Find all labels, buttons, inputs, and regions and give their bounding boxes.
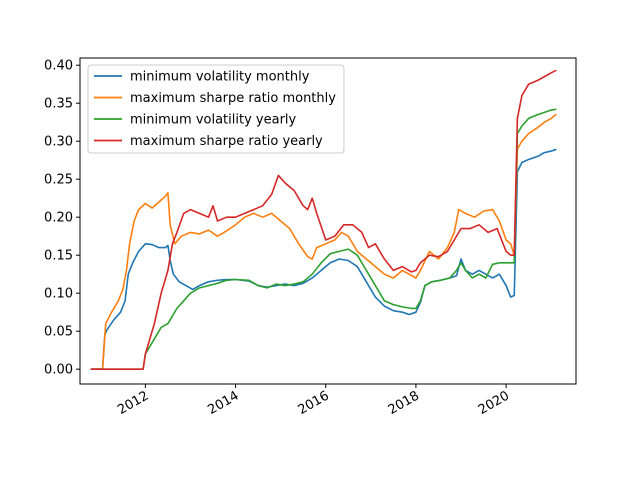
- y-tick-label: 0.10: [44, 287, 73, 302]
- series-layer: [90, 69, 557, 370]
- series-line-4: [90, 69, 557, 370]
- legend-box: [87, 64, 345, 154]
- y-axis: 0.00 0.05 0.10 0.15 0.20 0.25 0.30 0.35 0.40: [44, 59, 80, 378]
- y-tick-label: 0.05: [44, 325, 73, 340]
- legend-label-2: maximum sharpe ratio monthly: [130, 91, 336, 106]
- y-tick-label: 0.00: [44, 363, 73, 378]
- y-tick-label: 0.30: [44, 135, 73, 150]
- y-tick-label: 0.20: [44, 211, 73, 226]
- plot-frame: [79, 57, 577, 385]
- y-tick-label: 0.15: [44, 249, 73, 264]
- y-tick-label: 0.40: [44, 59, 73, 74]
- legend: minimum volatility monthly maximum sharpe…: [87, 64, 345, 154]
- series-line-3: [90, 108, 557, 370]
- series-line-2: [90, 113, 557, 370]
- legend-label-3: minimum volatility yearly: [130, 113, 297, 128]
- legend-label-1: minimum volatility monthly: [130, 70, 310, 85]
- y-tick-label: 0.25: [44, 173, 73, 188]
- legend-label-4: maximum sharpe ratio yearly: [130, 134, 323, 149]
- series-line-1: [90, 148, 557, 370]
- y-tick-label: 0.35: [44, 97, 73, 112]
